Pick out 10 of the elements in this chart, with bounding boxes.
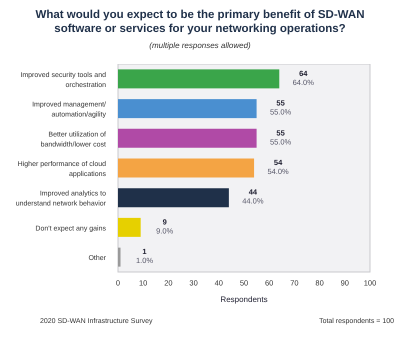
bar: [118, 99, 257, 118]
x-axis-title: Respondents: [220, 295, 268, 304]
chart-title: What would you expect to be the primary benefit of SD-WAN software or services for your networking operations?: [34, 8, 366, 36]
chart-subtitle: (multiple responses allowed): [148, 41, 252, 50]
bar: [118, 69, 280, 88]
bar: [118, 128, 257, 148]
bar: [118, 158, 254, 178]
bar: [118, 248, 121, 267]
bar: [118, 218, 141, 237]
bar: [118, 188, 229, 208]
